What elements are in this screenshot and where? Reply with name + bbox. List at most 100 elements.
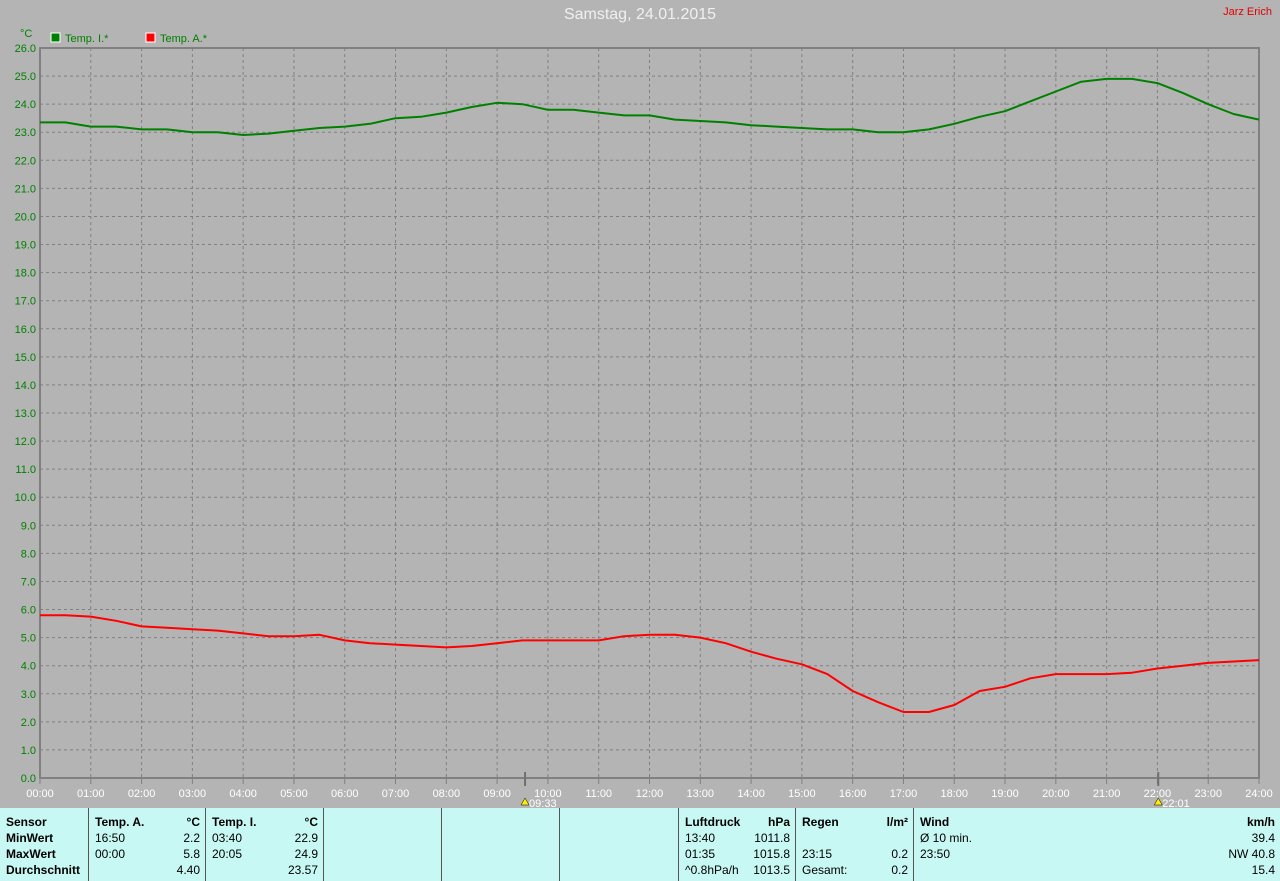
table-row: 15.4 <box>920 863 1275 879</box>
chart: 0.0 1.0 2.0 3.0 4.0 5.0 6.0 7.0 8.0 9.0 10.0 11.0 12… <box>15 28 1273 808</box>
y-tick-label: 18.0 <box>15 268 36 280</box>
marker-label: 09:33 <box>529 798 557 808</box>
cell: MinWert <box>6 831 54 845</box>
table-row: Luftdruck hPa <box>685 815 790 831</box>
y-tick-label: 9.0 <box>21 520 36 532</box>
y-tick-label: 10.0 <box>15 492 36 504</box>
y-tick-label: 13.0 <box>15 408 36 420</box>
cell: Temp. I. <box>212 815 257 829</box>
x-tick-label: 23:00 <box>1194 788 1222 800</box>
cell: Sensor <box>6 815 47 829</box>
x-tick-label: 21:00 <box>1093 788 1121 800</box>
table-row: Gesamt: 0.2 <box>802 863 908 879</box>
cell: 20:05 <box>212 847 243 861</box>
x-tick-label: 15:00 <box>788 788 816 800</box>
table-row: MinWert <box>6 831 82 847</box>
cell: °C <box>186 815 200 829</box>
y-tick-label: 16.0 <box>15 324 36 336</box>
table-column: Wind km/h Ø 10 min. 39.4 23:50 NW 40.8 15.4 <box>913 808 1280 881</box>
table-row: Durchschnitt <box>6 863 82 879</box>
table-column: Sensor MinWert MaxWert Durchschnitt <box>0 808 88 881</box>
table-column: Temp. I. °C 03:40 22.9 20:05 24.9 23.57 <box>205 808 324 881</box>
cell: 5.8 <box>183 847 200 861</box>
statistics-table: Sensor MinWert MaxWert Durchschnitt Temp. A.… <box>0 808 1280 881</box>
cell: °C <box>304 815 318 829</box>
y-tick-label: 2.0 <box>21 717 36 729</box>
x-tick-label: 02:00 <box>128 788 156 800</box>
table-row: 23:15 0.2 <box>802 847 908 863</box>
y-tick-label: 1.0 <box>21 745 36 757</box>
table-row: 00:00 5.8 <box>95 847 200 863</box>
y-tick-label: 23.0 <box>15 127 36 139</box>
legend-label-0: Temp. I.* <box>65 33 109 45</box>
cell: 23:50 <box>920 847 951 861</box>
x-tick-label: 19:00 <box>991 788 1019 800</box>
y-tick-label: 11.0 <box>15 464 36 476</box>
cell: Temp. A. <box>95 815 145 829</box>
sunset-icon <box>1153 797 1163 806</box>
sunrise-icon <box>520 797 530 806</box>
y-tick-label: 12.0 <box>15 436 36 448</box>
table-column: Temp. A. °C 16:50 2.2 00:00 5.8 4.40 <box>88 808 206 881</box>
x-tick-label: 11:00 <box>585 788 612 800</box>
table-column: Luftdruck hPa 13:40 1011.8 01:35 1015.8 ^0.8hP… <box>678 808 796 881</box>
table-column <box>441 808 560 881</box>
table-row: 03:40 22.9 <box>212 831 318 847</box>
cell: Regen <box>802 815 839 829</box>
x-tick-label: 17:00 <box>890 788 918 800</box>
x-tick-label: 07:00 <box>382 788 410 800</box>
y-tick-label: 4.0 <box>21 661 36 673</box>
x-tick-label: 06:00 <box>331 788 359 800</box>
x-tick-label: 09:00 <box>483 788 511 800</box>
table-row: 13:40 1011.8 <box>685 831 790 847</box>
cell: 13:40 <box>685 831 716 845</box>
y-tick-label: 24.0 <box>15 99 36 111</box>
cell: 00:00 <box>95 847 126 861</box>
x-tick-label: 08:00 <box>433 788 461 800</box>
x-tick-label: 22:00 <box>1144 788 1172 800</box>
y-tick-label: 7.0 <box>21 576 36 588</box>
table-row: 01:35 1015.8 <box>685 847 790 863</box>
cell: 22.9 <box>294 831 318 845</box>
x-tick-label: 01:00 <box>77 788 105 800</box>
x-tick-label: 04:00 <box>229 788 257 800</box>
x-tick-label: 16:00 <box>839 788 867 800</box>
y-tick-label: 26.0 <box>15 43 36 55</box>
y-tick-label: 25.0 <box>15 71 36 83</box>
cell: MaxWert <box>6 847 56 861</box>
cell: km/h <box>1246 815 1275 829</box>
y-tick-label: 19.0 <box>15 240 36 252</box>
table-row: 16:50 2.2 <box>95 831 200 847</box>
y-tick-label: 20.0 <box>15 211 36 223</box>
cell: Wind <box>920 815 950 829</box>
plot-frame <box>39 47 1260 779</box>
author-label: Jarz Erich <box>1223 6 1272 18</box>
x-tick-label: 05:00 <box>280 788 308 800</box>
x-tick-label: 13:00 <box>687 788 715 800</box>
table-row: Wind km/h <box>920 815 1275 831</box>
cell: 15.4 <box>1251 863 1275 877</box>
y-tick-label: 14.0 <box>15 380 36 392</box>
cell: Durchschnitt <box>6 863 81 877</box>
cell: 16:50 <box>95 831 126 845</box>
y-axis-unit: °C <box>20 28 32 40</box>
y-tick-label: 21.0 <box>15 183 36 195</box>
table-row: ^0.8hPa/h 1013.5 <box>685 863 790 879</box>
legend-label-1: Temp. A.* <box>160 33 208 45</box>
y-tick-label: 5.0 <box>21 633 36 645</box>
cell: NW 40.8 <box>1228 847 1275 861</box>
cell: Gesamt: <box>802 863 848 877</box>
cell: 01:35 <box>685 847 716 861</box>
table-row: Ø 10 min. 39.4 <box>920 831 1275 847</box>
cell: l/m² <box>886 815 908 829</box>
x-tick-label: 20:00 <box>1042 788 1070 800</box>
cell: 1015.8 <box>753 847 790 861</box>
table-row: Temp. A. °C <box>95 815 200 831</box>
table-row: 20:05 24.9 <box>212 847 318 863</box>
table-row: MaxWert <box>6 847 82 863</box>
table-column <box>323 808 442 881</box>
cell: 03:40 <box>212 831 243 845</box>
y-tick-label: 17.0 <box>15 296 36 308</box>
cell: ^0.8hPa/h <box>685 863 739 877</box>
cell: 2.2 <box>183 831 200 845</box>
